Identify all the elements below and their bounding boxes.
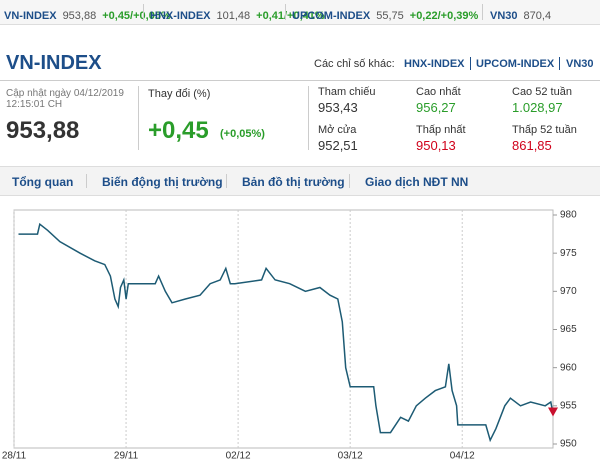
index-value: 953,88 — [6, 117, 80, 144]
separator — [482, 4, 483, 20]
separator — [86, 174, 87, 188]
y-tick-label: 960 — [560, 362, 577, 373]
stat-value: 956,27 — [416, 100, 456, 115]
index-link[interactable]: HNX-INDEX — [404, 58, 465, 70]
tab[interactable]: Tổng quan — [12, 175, 74, 189]
stat-value: 953,43 — [318, 100, 358, 115]
ticker-change: +0,22/+0,39% — [409, 10, 479, 22]
stat-label: Mở cửa — [318, 124, 357, 136]
others-label: Các chỉ số khác: — [314, 58, 395, 70]
tab-bar — [0, 166, 600, 196]
tab[interactable]: Biến động thị trường — [102, 175, 223, 189]
stat-label: Cao nhất — [416, 86, 461, 98]
separator — [285, 4, 286, 20]
ticker-value: 870,4 — [523, 10, 552, 22]
tab[interactable]: Giao dịch NĐT NN — [365, 175, 469, 189]
plot-frame — [13, 209, 554, 449]
x-tick-label: 03/12 — [338, 451, 363, 462]
ticker-value: 953,88 — [62, 10, 97, 22]
separator — [559, 57, 560, 70]
stat-label: Cao 52 tuần — [512, 86, 572, 98]
ticker-change: +0,45/+0,05% — [102, 10, 171, 22]
separator — [349, 174, 350, 188]
update-time: 12:15:01 CH — [6, 99, 63, 110]
ticker-item[interactable]: VN30 870,4 — [490, 6, 551, 24]
ticker-value: 55,75 — [376, 10, 404, 22]
ticker-change: +0,41/+0,41% — [256, 10, 325, 22]
ticker-name: UPCOM-INDEX — [292, 10, 371, 22]
ticker-item[interactable]: UPCOM-INDEX 55,75 +0,22/+0,39% — [292, 6, 478, 24]
y-tick-label: 950 — [560, 439, 577, 450]
separator — [226, 174, 227, 188]
index-link[interactable]: UPCOM-INDEX — [476, 58, 555, 70]
stat-value: 1.028,97 — [512, 100, 563, 115]
tab[interactable]: Bản đồ thị trường — [242, 175, 345, 189]
ticker-value: 101,48 — [216, 10, 251, 22]
stat-value: 952,51 — [318, 138, 358, 153]
y-tick-label: 980 — [560, 210, 577, 221]
index-line — [18, 222, 554, 443]
separator — [143, 4, 144, 20]
stat-label: Thấp nhất — [416, 124, 466, 136]
change-pct: (+0,05%) — [220, 128, 265, 140]
y-tick-label: 965 — [560, 324, 577, 335]
stat-value: 861,85 — [512, 138, 552, 153]
change: +0,45 — [148, 117, 209, 144]
change-label: Thay đổi (%) — [148, 88, 211, 100]
ticker-bar — [0, 0, 600, 25]
ticker-item[interactable]: HNX-INDEX 101,48 +0,41/+0,41% — [150, 6, 325, 24]
updated: Cập nhật ngày 04/12/2019 — [6, 88, 124, 99]
separator — [138, 86, 139, 150]
stat-label: Thấp 52 tuần — [512, 124, 577, 136]
stat-value: 950,13 — [416, 138, 456, 153]
ticker-name: HNX-INDEX — [150, 10, 211, 22]
x-tick-label: 28/11 — [2, 451, 27, 462]
y-tick-label: 975 — [560, 248, 577, 259]
ticker-item[interactable]: VN-INDEX 953,88 +0,45/+0,05% — [4, 6, 171, 24]
separator — [308, 86, 309, 150]
y-tick-label: 955 — [560, 400, 577, 411]
page-title: VN-INDEX — [6, 52, 102, 74]
x-tick-label: 04/12 — [450, 451, 475, 462]
separator — [470, 57, 471, 70]
ticker-name: VN30 — [490, 10, 518, 22]
ticker-name: VN-INDEX — [4, 10, 57, 22]
index-link[interactable]: VN30 — [566, 58, 594, 70]
stat-label: Tham chiếu — [318, 86, 376, 98]
rule — [0, 80, 600, 81]
x-tick-label: 02/12 — [226, 451, 251, 462]
chart: 950 955 960 965 970 975 980 28/11 29/11 02/12 03/1… — [2, 209, 577, 462]
y-tick-label: 970 — [560, 286, 577, 297]
x-tick-label: 29/11 — [114, 451, 139, 462]
last-point-marker — [548, 407, 558, 417]
